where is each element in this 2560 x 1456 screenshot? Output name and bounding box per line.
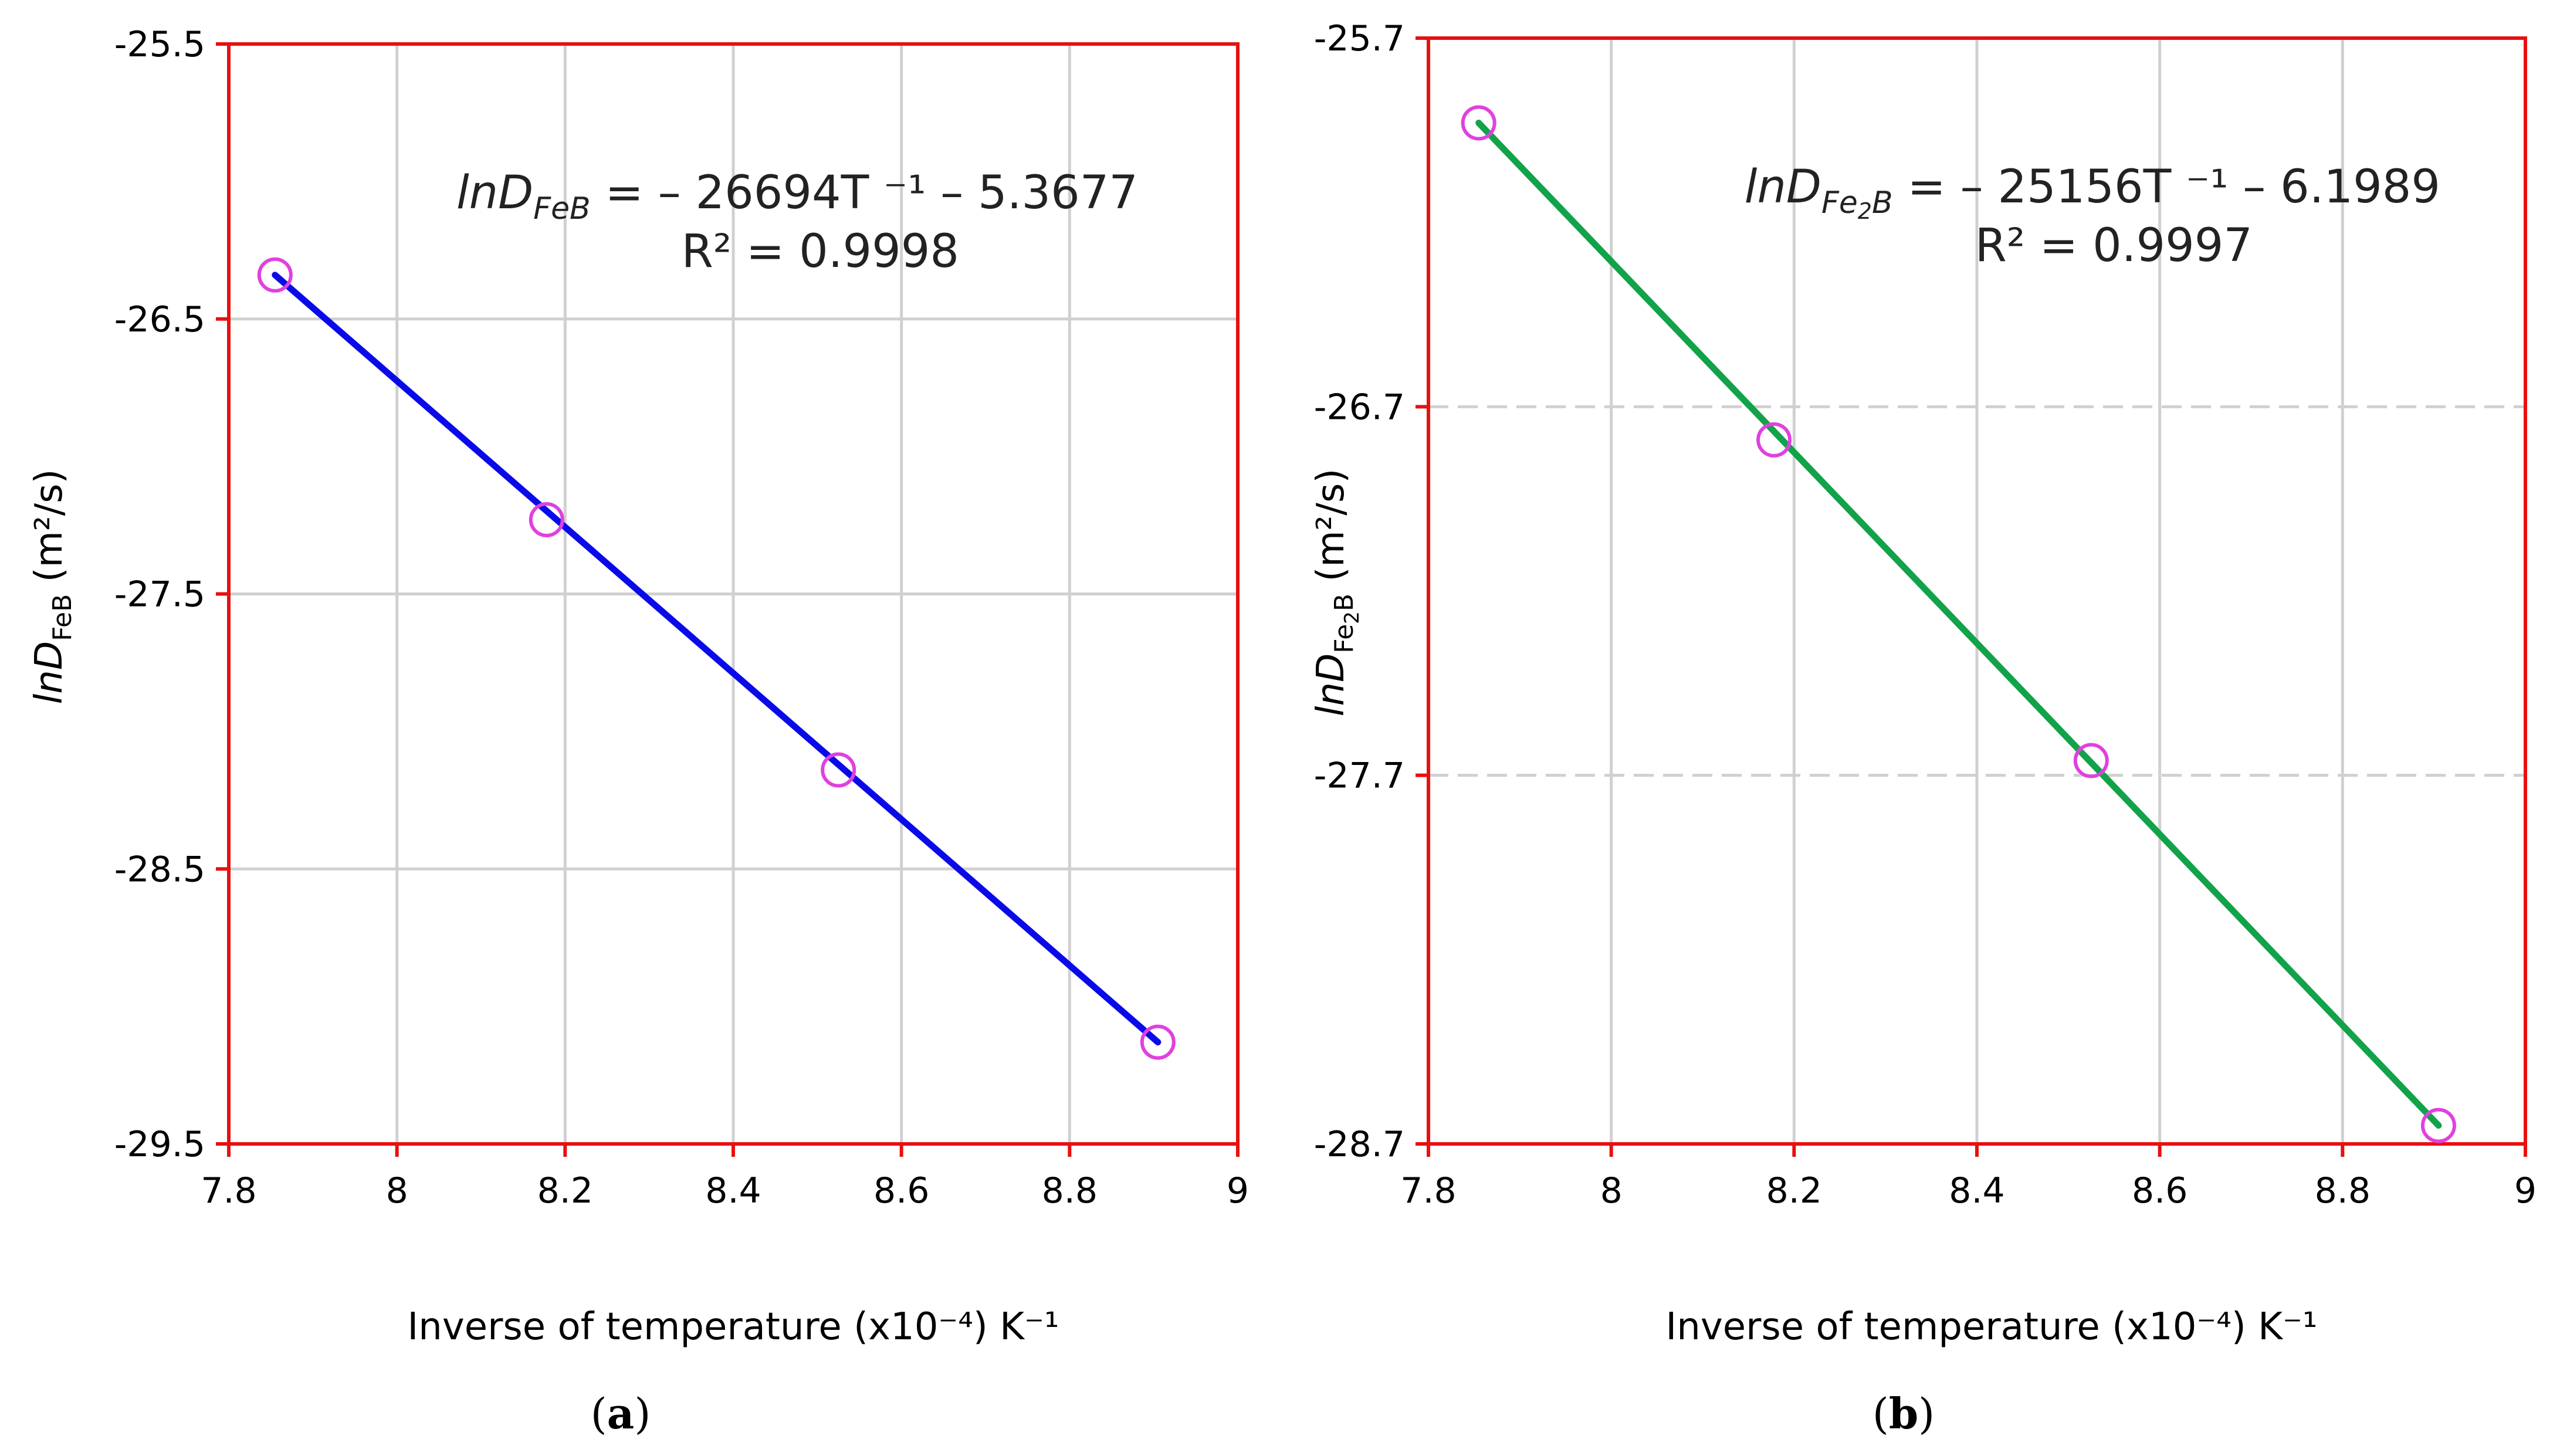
x-tick-label: 8.2 [537, 1170, 593, 1211]
panel-label-a: (a) [591, 1389, 651, 1438]
y-tick-label: -28.5 [114, 849, 205, 890]
grid [1428, 38, 2525, 1144]
x-axis-title: Inverse of temperature (x10⁻⁴) K⁻¹ [1665, 1305, 2317, 1349]
x-tick-label: 9 [2514, 1170, 2537, 1211]
y-axis-title: lnDFe2B (m²/s) [1309, 469, 1364, 717]
data-point [257, 257, 293, 293]
x-tick-label: 8 [1600, 1170, 1623, 1211]
y-tick-label: -25.7 [1314, 18, 1405, 59]
data-point [1756, 422, 1792, 458]
tick-labels: 7.8 8 8.2 8.4 8.6 8.8 9 -25.7 -26.7 -27.7 -28.7 [1314, 18, 2537, 1211]
fit-line-group [1475, 120, 2442, 1129]
chart-panel-a: 7.8 8 8.2 8.4 8.6 8.8 9 -25.5 -26.5 -27.5 -28.5 -29… [28, 24, 1249, 1438]
y-tick-label: -27.5 [114, 574, 205, 615]
x-tick-label: 8.6 [2132, 1170, 2187, 1211]
y-tick-label: -25.5 [114, 24, 205, 65]
y-tick-label: -27.7 [1314, 756, 1405, 797]
r-squared: R² = 0.9998 [682, 225, 959, 278]
grid [229, 44, 1238, 1144]
data-point [1140, 1024, 1176, 1060]
plot-frame [216, 42, 1240, 1157]
data-point [2073, 743, 2109, 778]
y-tick-label: -28.7 [1314, 1124, 1405, 1165]
x-tick-label: 8.6 [873, 1170, 929, 1211]
x-tick-label: 8.2 [1766, 1170, 1822, 1211]
tick-labels: 7.8 8 8.2 8.4 8.6 8.8 9 -25.5 -26.5 -27.5 -28.5 -29… [114, 24, 1249, 1211]
fit-line [272, 272, 1162, 1046]
data-point [2420, 1108, 2456, 1143]
x-tick-label: 8.8 [2315, 1170, 2371, 1211]
data-point [821, 752, 856, 788]
plot-frame [1416, 36, 2527, 1157]
data-point [529, 502, 564, 537]
data-point [1461, 105, 1496, 141]
panel-label-b: (b) [1872, 1389, 1935, 1438]
y-axis-title: lnDFeB (m²/s) [28, 469, 77, 705]
r-squared: R² = 0.9997 [1975, 219, 2253, 272]
y-tick-label: -26.7 [1314, 387, 1405, 428]
y-tick-label: -26.5 [114, 299, 205, 340]
x-tick-label: 8.8 [1042, 1170, 1098, 1211]
x-tick-label: 8 [386, 1170, 408, 1211]
x-tick-label: 8.4 [705, 1170, 761, 1211]
x-tick-label: 9 [1227, 1170, 1249, 1211]
fit-equation: lnDFeB = – 26694T ⁻¹ – 5.3677 [456, 167, 1138, 226]
x-tick-label: 7.8 [1400, 1170, 1456, 1211]
fit-line-group [272, 272, 1162, 1046]
fit-line [1475, 120, 2442, 1129]
y-tick-label: -29.5 [114, 1124, 205, 1165]
data-points [1461, 105, 2456, 1143]
data-points [257, 257, 1176, 1060]
chart-panel-b: 7.8 8 8.2 8.4 8.6 8.8 9 -25.7 -26.7 -27.7 -28.7 ln… [1309, 18, 2537, 1438]
x-tick-label: 7.8 [201, 1170, 256, 1211]
fit-equation: lnDFe2B = – 25156T ⁻¹ – 6.1989 [1745, 161, 2440, 224]
x-tick-label: 8.4 [1949, 1170, 2004, 1211]
x-axis-title: Inverse of temperature (x10⁻⁴) K⁻¹ [407, 1305, 1059, 1349]
